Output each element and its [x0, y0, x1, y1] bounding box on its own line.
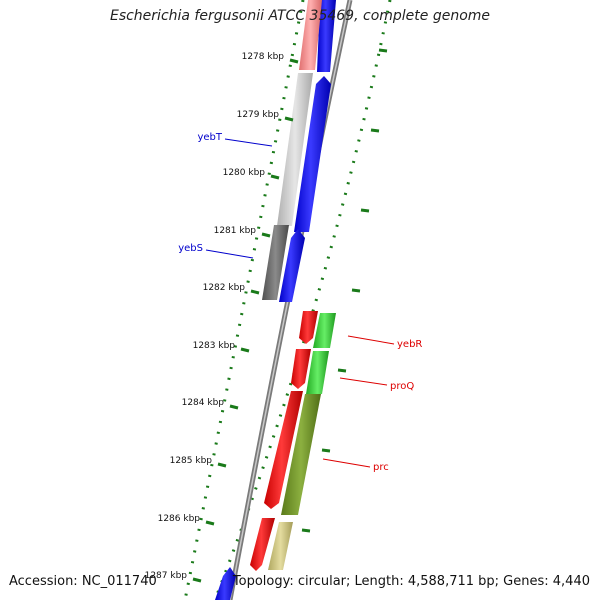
kbp-tick [229, 404, 239, 410]
gene-label-yebS: yebS [178, 243, 203, 254]
gene-label-yebR: yebR [397, 339, 422, 350]
kbp-tick [217, 462, 227, 468]
outer-tick [370, 128, 380, 133]
gene-reverse-4 [250, 518, 275, 571]
gene-forward-yebT [294, 76, 331, 232]
gene-label-leader [339, 377, 388, 386]
gene-label-prc: prc [373, 462, 389, 473]
outer-tick [351, 288, 361, 293]
gene-labels: yebT yebS yebR proQ prc [178, 132, 422, 473]
gene-forward-yebS [279, 229, 305, 302]
accession-text: Accession: NC_011740 [9, 574, 157, 589]
topology-text: Topology: circular; Length: 4,588,711 bp… [232, 574, 590, 589]
kbp-tick [261, 232, 271, 238]
gene-forward-top [317, 0, 336, 72]
kbp-tick [250, 289, 260, 295]
outer-tick [321, 448, 331, 453]
outer-tick [301, 528, 311, 533]
gene-yebR [313, 313, 336, 348]
gene-gray-yebS [262, 225, 289, 300]
inner-track-genes [262, 0, 322, 300]
kbp-label: 1281 kbp [214, 226, 257, 236]
gene-label-leader [205, 249, 254, 259]
genome-title: Escherichia fergusonii ATCC 35469, compl… [109, 8, 491, 24]
kbp-label: 1286 kbp [158, 514, 201, 524]
gene-label-leader [347, 335, 395, 345]
gene-pink-top [299, 0, 322, 70]
gene-label-yebT: yebT [197, 132, 222, 143]
kbp-label: 1282 kbp [203, 283, 246, 293]
gene-prc [281, 394, 321, 515]
kbp-tick [289, 58, 299, 64]
kbp-tick [205, 520, 215, 526]
kbp-tick [240, 347, 250, 353]
colored-genes-outer [268, 313, 336, 570]
gene-label-leader [224, 138, 273, 147]
kbp-label: 1280 kbp [223, 168, 266, 178]
kbp-label: 1287 kbp [145, 571, 188, 581]
gene-label-leader [322, 458, 371, 468]
outer-tick [378, 48, 388, 53]
gene-gray-yebT [277, 73, 313, 226]
gene-label-proQ: proQ [390, 381, 414, 392]
outer-tick-ring [213, 0, 392, 600]
gene-forward-bottom [215, 567, 236, 600]
gene-proQ [306, 351, 329, 394]
forward-strand-genes [215, 0, 336, 600]
kbp-label: 1279 kbp [237, 110, 280, 120]
kbp-label: 1278 kbp [242, 52, 285, 62]
gene-reverse-3 [264, 391, 303, 509]
kbp-scale: 1278 kbp 1279 kbp 1280 kbp 1281 kbp 1282 kbp… [145, 48, 388, 583]
outer-tick [360, 208, 370, 213]
kbp-label: 1283 kbp [193, 341, 236, 351]
kbp-label: 1285 kbp [170, 456, 213, 466]
kbp-label: 1284 kbp [182, 398, 225, 408]
reverse-strand-genes [250, 311, 318, 571]
gene-reverse-2 [291, 349, 311, 389]
gene-reverse-1 [299, 311, 318, 344]
kbp-tick [270, 174, 280, 180]
gene-khaki-bottom [268, 522, 293, 570]
outer-tick [337, 368, 347, 373]
kbp-tick [284, 116, 294, 122]
kbp-tick [192, 577, 202, 583]
